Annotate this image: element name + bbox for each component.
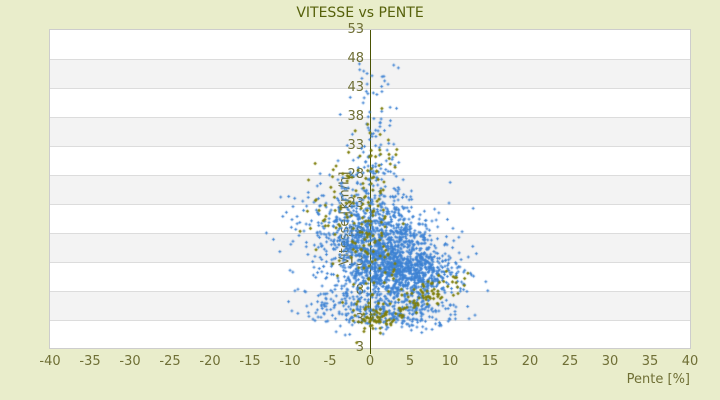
x-axis-title: Pente [%] (626, 372, 690, 387)
x-tick-label: -10 (279, 354, 301, 369)
x-tick-label: 0 (365, 354, 375, 369)
x-tick-label: 30 (601, 354, 619, 369)
scatter-points-canvas (50, 30, 690, 348)
x-tick-label: 5 (405, 354, 415, 369)
x-tick-label: 20 (521, 354, 539, 369)
x-tick-label: -30 (119, 354, 141, 369)
x-tick-label: -5 (323, 354, 337, 369)
chart-title: VITESSE vs PENTE (296, 5, 424, 21)
x-tick-label: -15 (239, 354, 261, 369)
x-tick-label: 35 (641, 354, 659, 369)
x-tick-label: -25 (159, 354, 181, 369)
x-tick-label: 10 (441, 354, 459, 369)
x-tick-label: -20 (199, 354, 221, 369)
x-tick-label: -35 (79, 354, 101, 369)
x-tick-label: 40 (681, 354, 699, 369)
x-tick-label: 25 (561, 354, 579, 369)
x-tick-label: -40 (39, 354, 61, 369)
x-tick-label: 15 (481, 354, 499, 369)
